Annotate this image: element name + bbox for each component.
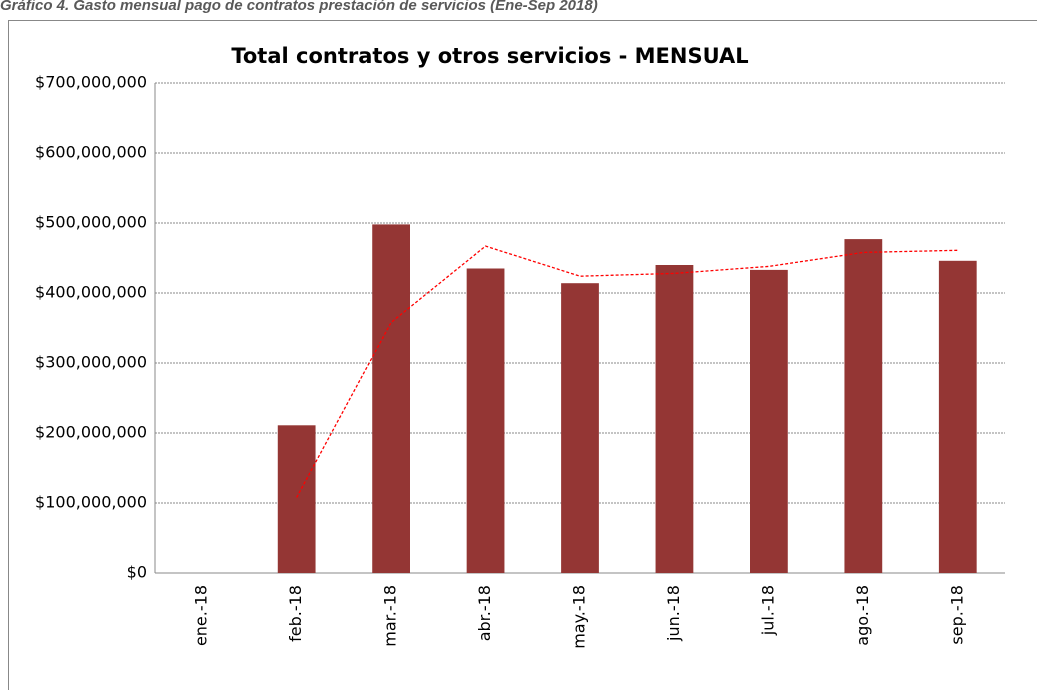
y-tick-label: $400,000,000 (35, 283, 147, 302)
bar (938, 260, 977, 573)
bar (750, 269, 788, 573)
bar (561, 283, 599, 573)
chart-title: Total contratos y otros servicios - MENS… (231, 44, 748, 68)
x-tick-label: mar.-18 (381, 585, 400, 647)
bar (844, 239, 883, 573)
y-tick-label: $0 (127, 563, 147, 582)
y-tick-label: $200,000,000 (35, 423, 147, 442)
trend-line (296, 245, 958, 498)
x-tick-label: ago.-18 (853, 585, 872, 646)
x-tick-label: abr.-18 (475, 585, 494, 641)
bar (372, 224, 410, 573)
x-tick-label: feb.-18 (286, 585, 305, 642)
bar (277, 425, 316, 573)
y-tick-label: $100,000,000 (35, 493, 147, 512)
bar (655, 265, 694, 573)
x-tick-label: jul.-18 (758, 585, 777, 636)
caption: Gráfico 4. Gasto mensual pago de contrat… (0, 0, 598, 14)
x-tick-label: may.-18 (570, 585, 589, 649)
y-tick-label: $600,000,000 (35, 143, 147, 162)
x-tick-label: ene.-18 (192, 585, 211, 646)
chart-frame (8, 20, 1037, 690)
bar (466, 268, 505, 573)
y-tick-label: $500,000,000 (35, 213, 147, 232)
x-tick-label: sep.-18 (947, 585, 966, 645)
x-tick-label: jun.-18 (664, 585, 683, 642)
y-tick-label: $300,000,000 (35, 353, 147, 372)
y-tick-label: $700,000,000 (35, 73, 147, 92)
